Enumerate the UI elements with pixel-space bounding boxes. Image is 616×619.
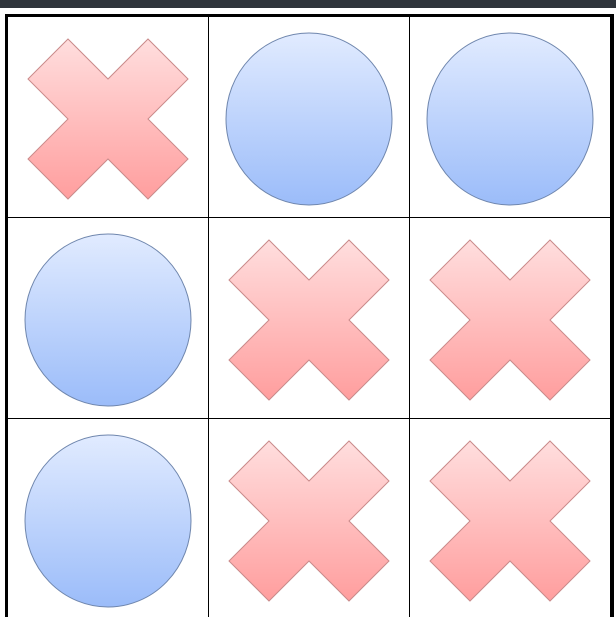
circle-shape <box>24 233 192 407</box>
circle-shape <box>24 434 192 608</box>
cross-shape <box>228 239 390 401</box>
board-grid <box>8 17 611 619</box>
board-cell-r3-c1[interactable] <box>8 419 208 619</box>
board-cell-r2-c1[interactable] <box>8 218 208 418</box>
board-cell-r2-c2[interactable] <box>209 218 409 418</box>
board-cell-r1-c1[interactable] <box>8 17 208 217</box>
circle-mark-icon <box>426 32 594 206</box>
circle-shape <box>225 32 393 206</box>
cross-shape <box>228 440 390 602</box>
circle-shape <box>426 32 594 206</box>
cross-mark-icon <box>228 239 390 401</box>
cross-shape <box>429 440 591 602</box>
board-cell-r2-c3[interactable] <box>410 218 610 418</box>
circle-mark-icon <box>225 32 393 206</box>
tic-tac-toe-board <box>5 14 614 619</box>
board-cell-r3-c3[interactable] <box>410 419 610 619</box>
circle-mark-icon <box>24 233 192 407</box>
cross-mark-icon <box>228 440 390 602</box>
window-top-bar <box>0 0 616 8</box>
circle-mark-icon <box>24 434 192 608</box>
cross-shape <box>429 239 591 401</box>
board-cell-r1-c2[interactable] <box>209 17 409 217</box>
board-cell-r3-c2[interactable] <box>209 419 409 619</box>
cross-mark-icon <box>429 440 591 602</box>
cross-mark-icon <box>27 38 189 200</box>
cross-mark-icon <box>429 239 591 401</box>
board-cell-r1-c3[interactable] <box>410 17 610 217</box>
cross-shape <box>27 38 189 200</box>
